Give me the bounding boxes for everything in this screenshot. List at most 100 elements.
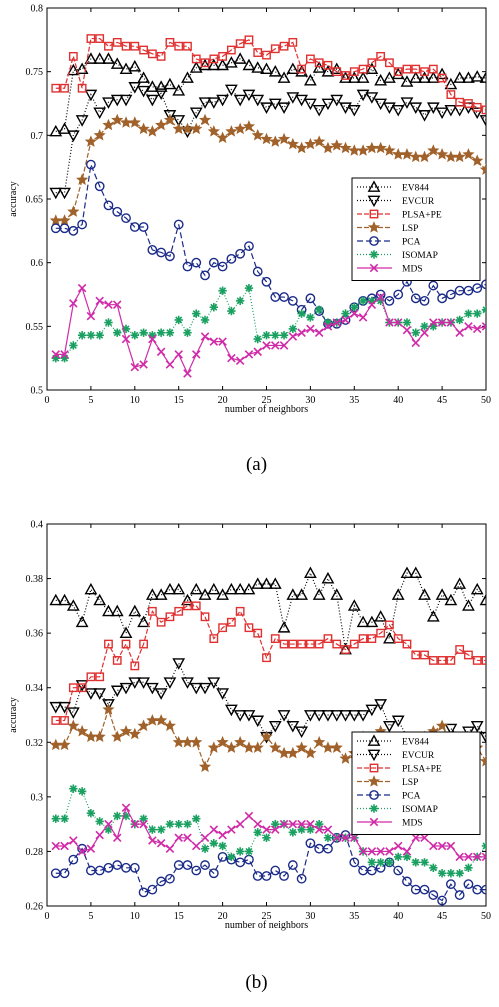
legend-marker: [369, 263, 379, 273]
data-point: [139, 328, 148, 337]
data-point: [253, 347, 262, 357]
legend-marker: [367, 180, 381, 192]
data-point: [68, 225, 79, 236]
data-point: [253, 628, 263, 638]
data-point: [269, 135, 282, 147]
data-point: [437, 656, 447, 665]
data-point: [385, 620, 394, 630]
data-point: [216, 588, 229, 600]
data-point: [146, 125, 159, 137]
data-point: [479, 593, 486, 606]
data-point: [479, 71, 486, 83]
data-point: [139, 45, 148, 55]
data-point: [121, 803, 131, 813]
data-point: [253, 828, 262, 837]
data-point: [304, 566, 317, 579]
data-point: [224, 84, 238, 97]
data-point: [385, 58, 394, 68]
data-point: [400, 566, 414, 579]
series-line: [55, 58, 486, 133]
data-point: [367, 300, 377, 309]
data-point: [191, 350, 201, 359]
data-point: [165, 844, 175, 853]
x-tick-label: 50: [481, 395, 491, 406]
data-point: [481, 105, 486, 115]
data-point: [367, 847, 377, 856]
data-point: [411, 328, 420, 337]
series-ev844: [49, 566, 486, 655]
data-point: [145, 80, 159, 92]
data-point: [66, 130, 80, 142]
data-point: [463, 879, 474, 890]
x-tick-label: 0: [45, 395, 50, 406]
data-point: [411, 858, 420, 867]
data-point: [277, 71, 291, 83]
data-point: [235, 819, 245, 829]
legend-label: EV844: [402, 184, 429, 194]
data-point: [58, 122, 71, 134]
data-point: [234, 122, 247, 135]
data-point: [304, 746, 317, 759]
y-tick-label: 0.65: [26, 195, 44, 206]
data-point: [330, 139, 343, 151]
data-point: [209, 54, 219, 64]
data-point: [260, 730, 273, 742]
data-point: [330, 710, 344, 722]
data-point: [128, 82, 142, 94]
data-point: [148, 825, 157, 834]
data-point: [242, 710, 256, 722]
data-point: [279, 639, 289, 649]
data-point: [66, 707, 80, 719]
legend-entry: PLSA+PE: [357, 763, 442, 775]
data-point: [297, 328, 306, 337]
legend-label: EVCUR: [402, 751, 435, 761]
data-point: [251, 61, 265, 73]
data-point: [155, 714, 168, 726]
data-point: [191, 865, 202, 876]
data-point: [58, 187, 71, 200]
series-line: [55, 37, 486, 111]
data-point: [244, 350, 254, 359]
y-tick-label: 0.3: [31, 792, 44, 803]
legend-label: PLSA+PE: [402, 211, 442, 221]
data-point: [60, 83, 69, 93]
data-point: [156, 328, 166, 337]
data-point: [77, 83, 87, 93]
legend-label: ISOMAP: [402, 805, 438, 815]
data-point: [314, 819, 324, 829]
data-point: [183, 41, 192, 51]
data-point: [356, 71, 370, 83]
data-point: [165, 873, 175, 884]
data-point: [110, 685, 124, 698]
data-point: [224, 582, 238, 595]
data-point: [218, 286, 227, 295]
legend-label: PCA: [402, 792, 421, 802]
data-point: [69, 784, 78, 793]
data-point: [464, 863, 473, 872]
data-point: [350, 833, 359, 843]
data-point: [112, 206, 123, 217]
data-point: [261, 276, 272, 287]
data-point: [420, 328, 429, 337]
data-point: [233, 582, 247, 595]
legend-marker: [369, 817, 379, 827]
data-point: [112, 656, 122, 665]
data-point: [464, 99, 473, 108]
series-line: [55, 86, 486, 194]
data-point: [84, 688, 98, 700]
data-point: [130, 362, 140, 372]
data-point: [367, 858, 377, 867]
data-point: [444, 593, 458, 606]
data-point: [139, 639, 148, 649]
data-point: [119, 94, 133, 107]
data-point: [234, 735, 247, 748]
data-point: [339, 71, 352, 83]
data-point: [350, 303, 359, 312]
data-point: [156, 347, 166, 357]
data-point: [332, 318, 342, 327]
data-point: [174, 350, 183, 359]
data-point: [419, 884, 430, 895]
data-point: [130, 331, 139, 340]
series-evcur: [49, 82, 486, 200]
data-point: [435, 588, 449, 600]
